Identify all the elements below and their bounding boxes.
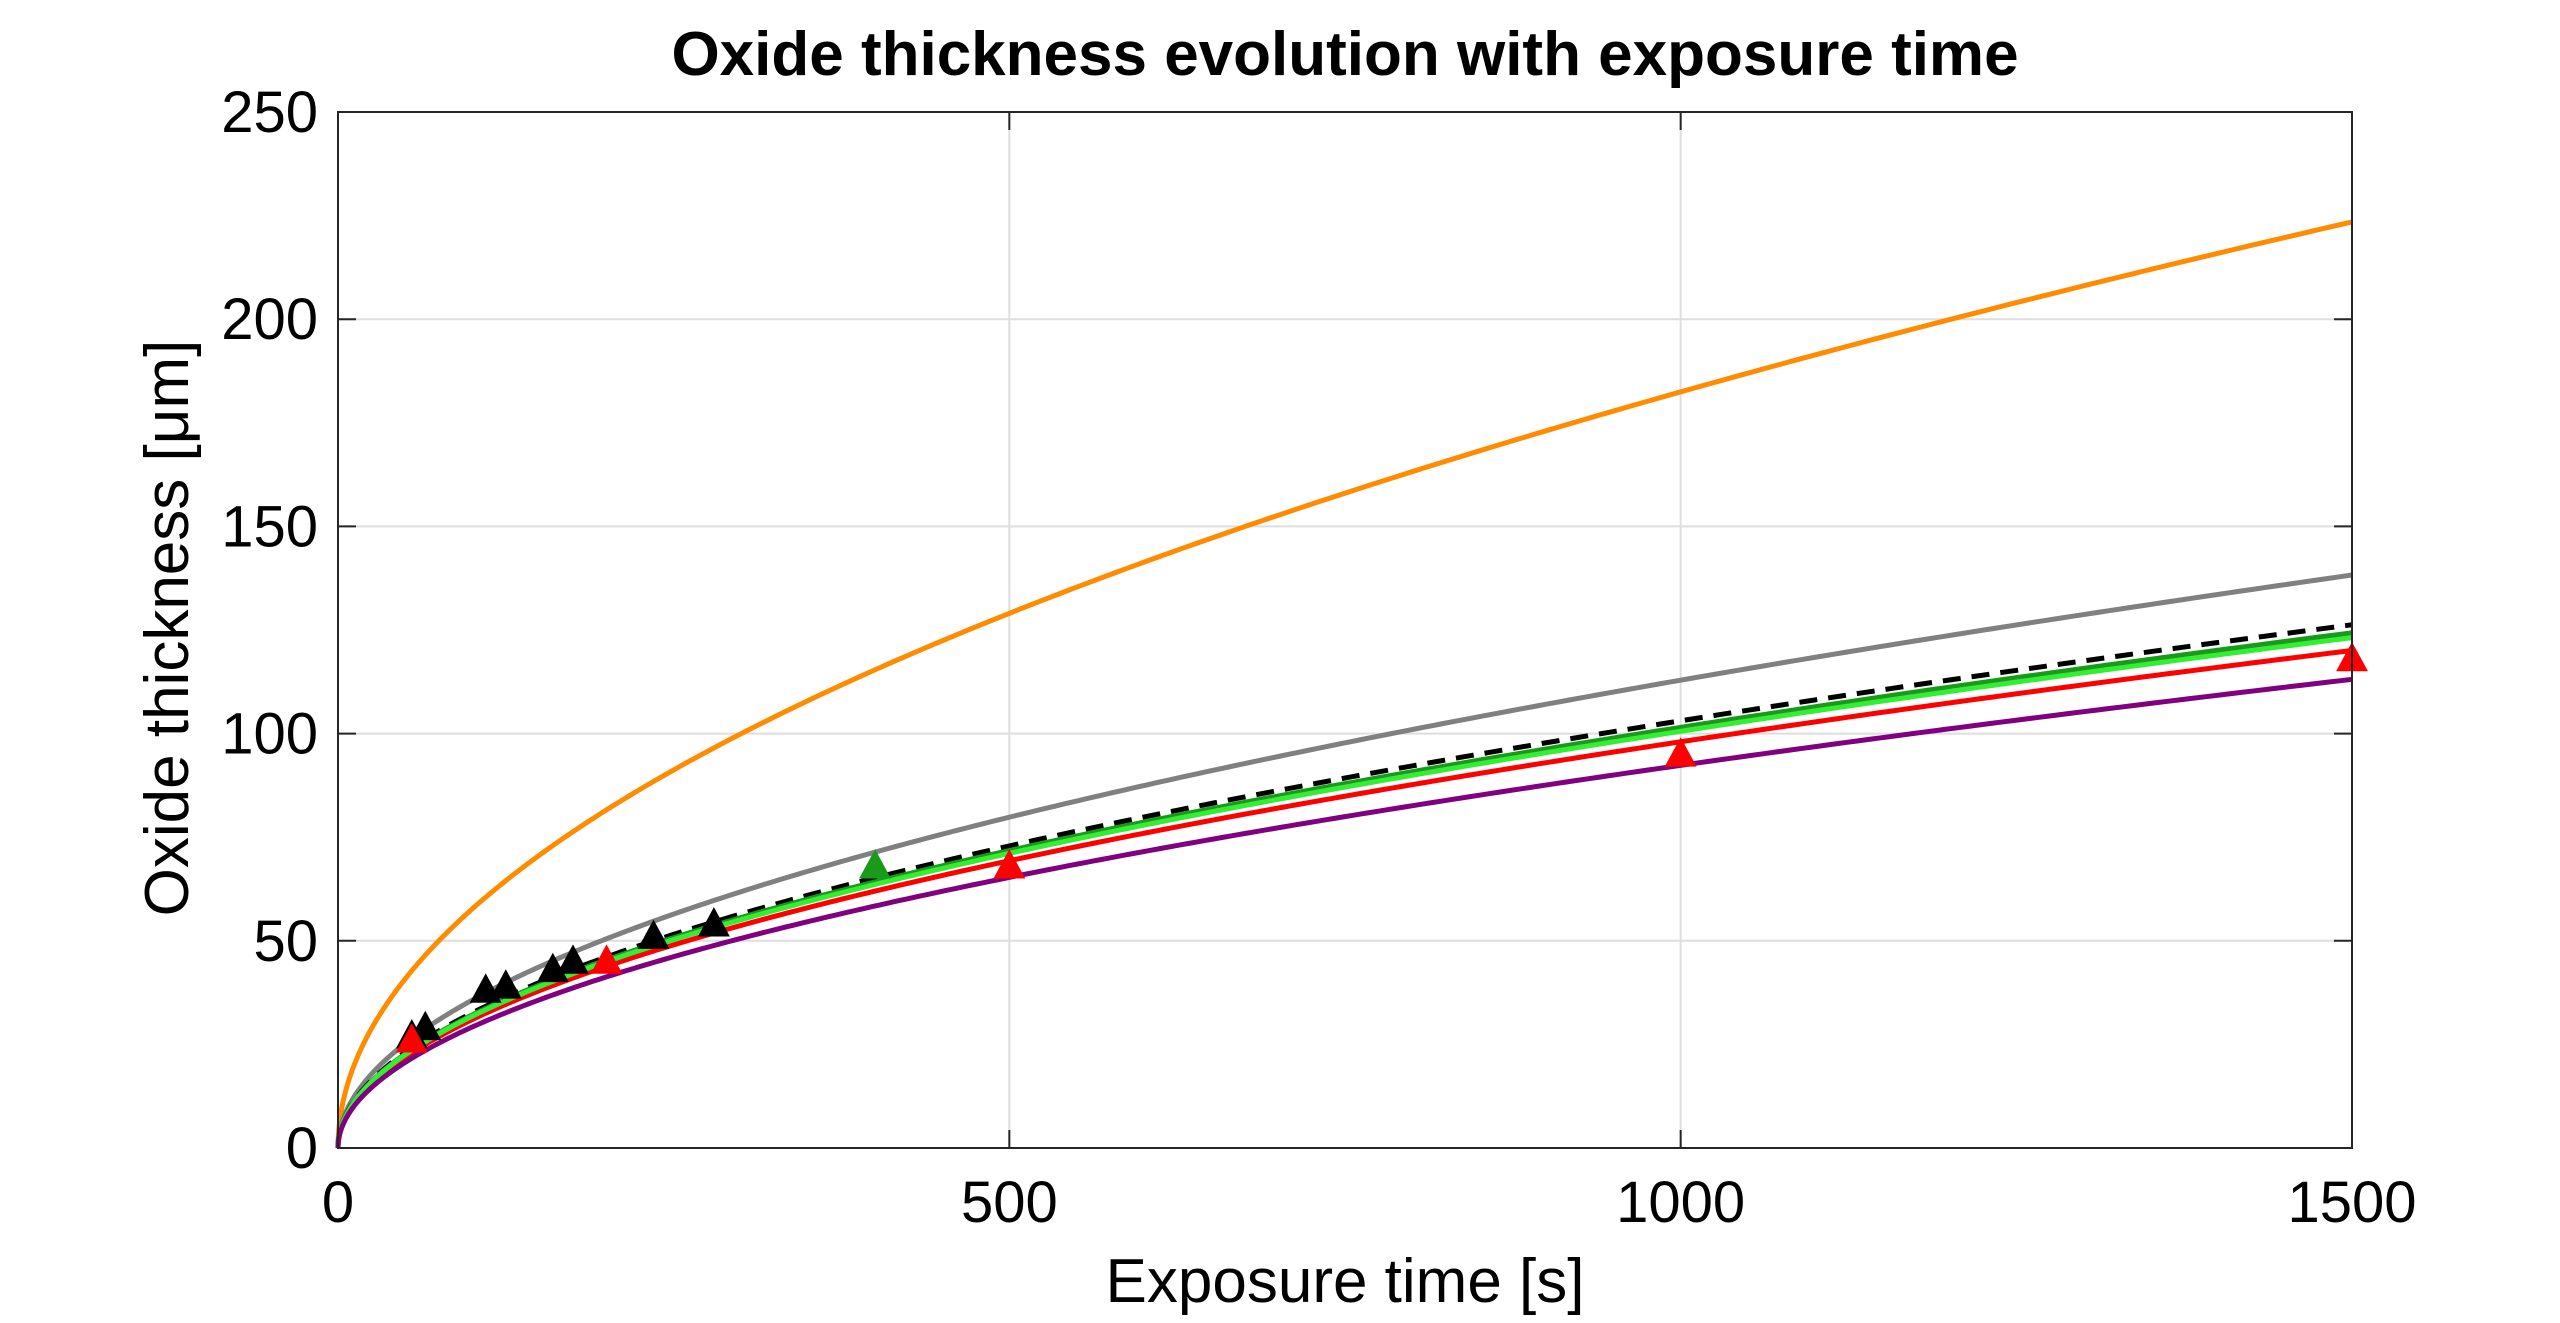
marker-layer <box>395 641 2368 1053</box>
series-layer <box>335 219 2353 1150</box>
series-line-6 <box>335 635 2353 1149</box>
y-tick-label: 150 <box>221 494 318 559</box>
series-line-5 <box>335 647 2353 1149</box>
grid <box>338 112 2352 1148</box>
y-tick-label: 250 <box>221 80 318 145</box>
y-tick-label: 0 <box>286 1116 318 1181</box>
marker-triangle-1 <box>637 919 670 949</box>
tick-layer <box>337 111 2353 1149</box>
marker-triangle-3 <box>1664 737 1697 767</box>
marker-triangle-3 <box>395 1023 428 1053</box>
series-line-7 <box>335 676 2353 1150</box>
chart-title: Oxide thickness evolution with exposure … <box>671 20 2018 89</box>
marker-triangle-3 <box>993 849 1026 879</box>
series-line-1 <box>335 219 2353 1149</box>
x-tick-label: 1000 <box>1616 1170 1745 1235</box>
plot-frame <box>337 111 2353 1149</box>
series-line-2 <box>335 572 2353 1149</box>
marker-triangle-1 <box>557 944 589 974</box>
marker-triangle-1 <box>698 907 730 937</box>
y-axis-label: Oxide thickness [μm] <box>133 340 202 917</box>
series-line-4 <box>335 630 2353 1149</box>
y-tick-label: 100 <box>221 702 318 767</box>
marker-triangle-1 <box>536 952 569 983</box>
x-tick-label: 1500 <box>2287 1170 2416 1235</box>
x-axis-label: Exposure time [s] <box>1106 1247 1585 1316</box>
x-tick-label: 500 <box>961 1170 1058 1235</box>
marker-triangle-3 <box>590 944 623 974</box>
x-tick-label: 0 <box>322 1170 354 1235</box>
marker-triangle-1 <box>489 969 522 999</box>
y-tick-label: 50 <box>253 909 318 974</box>
y-tick-label: 200 <box>221 287 318 352</box>
series-line-3 <box>335 622 2353 1149</box>
tick-labels: 0 500 1000 1500 0 50 100 150 200 250 <box>221 80 2416 1235</box>
marker-triangle-2 <box>859 849 891 879</box>
marker-triangle-1 <box>409 1010 442 1041</box>
